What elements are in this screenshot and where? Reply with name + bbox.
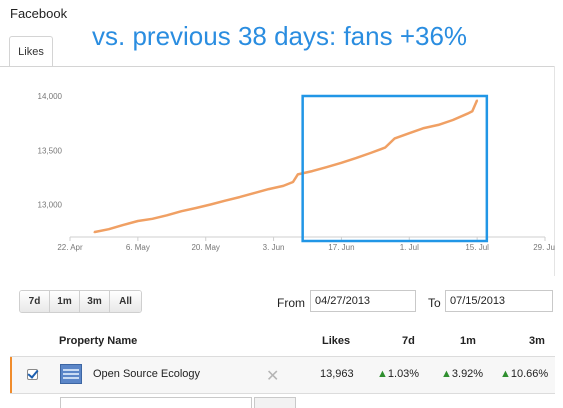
from-date-input[interactable] <box>310 290 416 312</box>
header-7d[interactable]: 7d <box>402 335 415 347</box>
data-point <box>224 199 226 202</box>
app-title: Facebook <box>10 6 68 21</box>
data-point <box>384 146 386 149</box>
data-point <box>93 231 96 233</box>
change-1m-value: 3.92% <box>451 368 484 380</box>
x-tick-label: 15. Jul <box>465 243 489 252</box>
data-point <box>408 132 411 135</box>
data-point <box>355 157 357 159</box>
up-arrow-icon: ▲ <box>441 368 452 380</box>
x-tick-label: 17. Jun <box>328 243 354 252</box>
y-tick-label: 13,000 <box>38 201 63 210</box>
header-property-name[interactable]: Property Name <box>59 335 138 347</box>
data-point <box>297 173 299 176</box>
header-1m[interactable]: 1m <box>460 335 476 347</box>
x-tick-label: 29. Jul <box>533 243 555 252</box>
data-point <box>253 192 255 194</box>
x-axis: 22. Apr 6. May 20. May 3. Jun 17. Jun 1. Jul 1… <box>57 237 555 252</box>
data-point <box>437 124 440 126</box>
data-point <box>107 228 110 230</box>
y-axis: 13,000 13,500 14,000 <box>38 92 63 209</box>
x-tick-label: 20. May <box>191 243 219 252</box>
range-3m-button[interactable]: 3m <box>80 291 110 312</box>
change-3m-value: 10.66% <box>510 368 549 380</box>
data-point <box>238 196 241 198</box>
tab-likes[interactable]: Likes <box>9 36 53 67</box>
change-7d: ▲1.03% <box>377 368 419 380</box>
header-3m[interactable]: 3m <box>529 335 545 347</box>
data-point <box>393 137 396 140</box>
data-point <box>423 127 425 129</box>
data-point <box>340 161 343 164</box>
x-tick-label: 22. Apr <box>57 243 83 252</box>
data-point <box>452 119 454 121</box>
range-7d-button[interactable]: 7d <box>20 291 50 312</box>
up-arrow-icon: ▲ <box>377 368 388 380</box>
data-point <box>292 181 294 183</box>
remove-icon[interactable]: ✕ <box>266 368 280 385</box>
change-7d-value: 1.03% <box>387 368 420 380</box>
x-tick-label: 1. Jul <box>400 243 419 252</box>
data-point <box>209 203 212 206</box>
change-3m: ▲10.66% <box>500 368 548 380</box>
change-1m: ▲3.92% <box>441 368 483 380</box>
data-point <box>137 220 139 222</box>
panel-border <box>554 66 555 276</box>
data-point <box>311 170 314 172</box>
header-likes[interactable]: Likes <box>322 335 351 347</box>
series-line <box>93 99 479 234</box>
data-point <box>267 188 270 190</box>
row-checkbox[interactable] <box>27 369 38 380</box>
data-point <box>471 110 474 113</box>
property-name[interactable]: Open Source Ecology <box>93 368 201 380</box>
property-thumbnail <box>60 364 82 384</box>
highlight-rectangle <box>301 94 489 243</box>
likes-value: 13,963 <box>320 368 354 380</box>
table-row: Open Source Ecology ✕ 13,963 ▲1.03% ▲3.9… <box>10 356 555 394</box>
tab-bar-line <box>0 66 555 67</box>
data-point <box>122 224 125 226</box>
data-point <box>180 210 183 213</box>
series-points <box>93 99 478 233</box>
from-label: From <box>277 296 305 310</box>
to-date-input[interactable] <box>445 290 553 312</box>
data-point <box>476 99 478 101</box>
data-point <box>466 112 469 115</box>
data-point <box>195 207 197 209</box>
data-point <box>151 218 154 220</box>
range-all-button[interactable]: All <box>110 291 141 312</box>
data-point <box>326 166 328 168</box>
x-tick-label: 6. May <box>126 243 150 252</box>
x-tick-label: 3. Jun <box>263 243 285 252</box>
row-selected-marker <box>10 357 12 393</box>
data-point <box>282 185 285 187</box>
data-point <box>166 214 168 217</box>
y-tick-label: 14,000 <box>38 92 63 101</box>
up-arrow-icon: ▲ <box>500 368 511 380</box>
y-tick-label: 13,500 <box>38 146 63 155</box>
comparison-annotation: vs. previous 38 days: fans +36% <box>92 21 468 51</box>
range-1m-button[interactable]: 1m <box>50 291 80 312</box>
add-property-input[interactable] <box>60 397 252 408</box>
likes-chart: 13,000 13,500 14,000 22. Apr 6. May 20. May 3… <box>38 92 555 252</box>
data-point <box>369 152 372 154</box>
add-property-button[interactable] <box>254 397 296 408</box>
range-button-group: 7d 1m 3m All <box>19 290 142 313</box>
to-label: To <box>428 296 441 310</box>
